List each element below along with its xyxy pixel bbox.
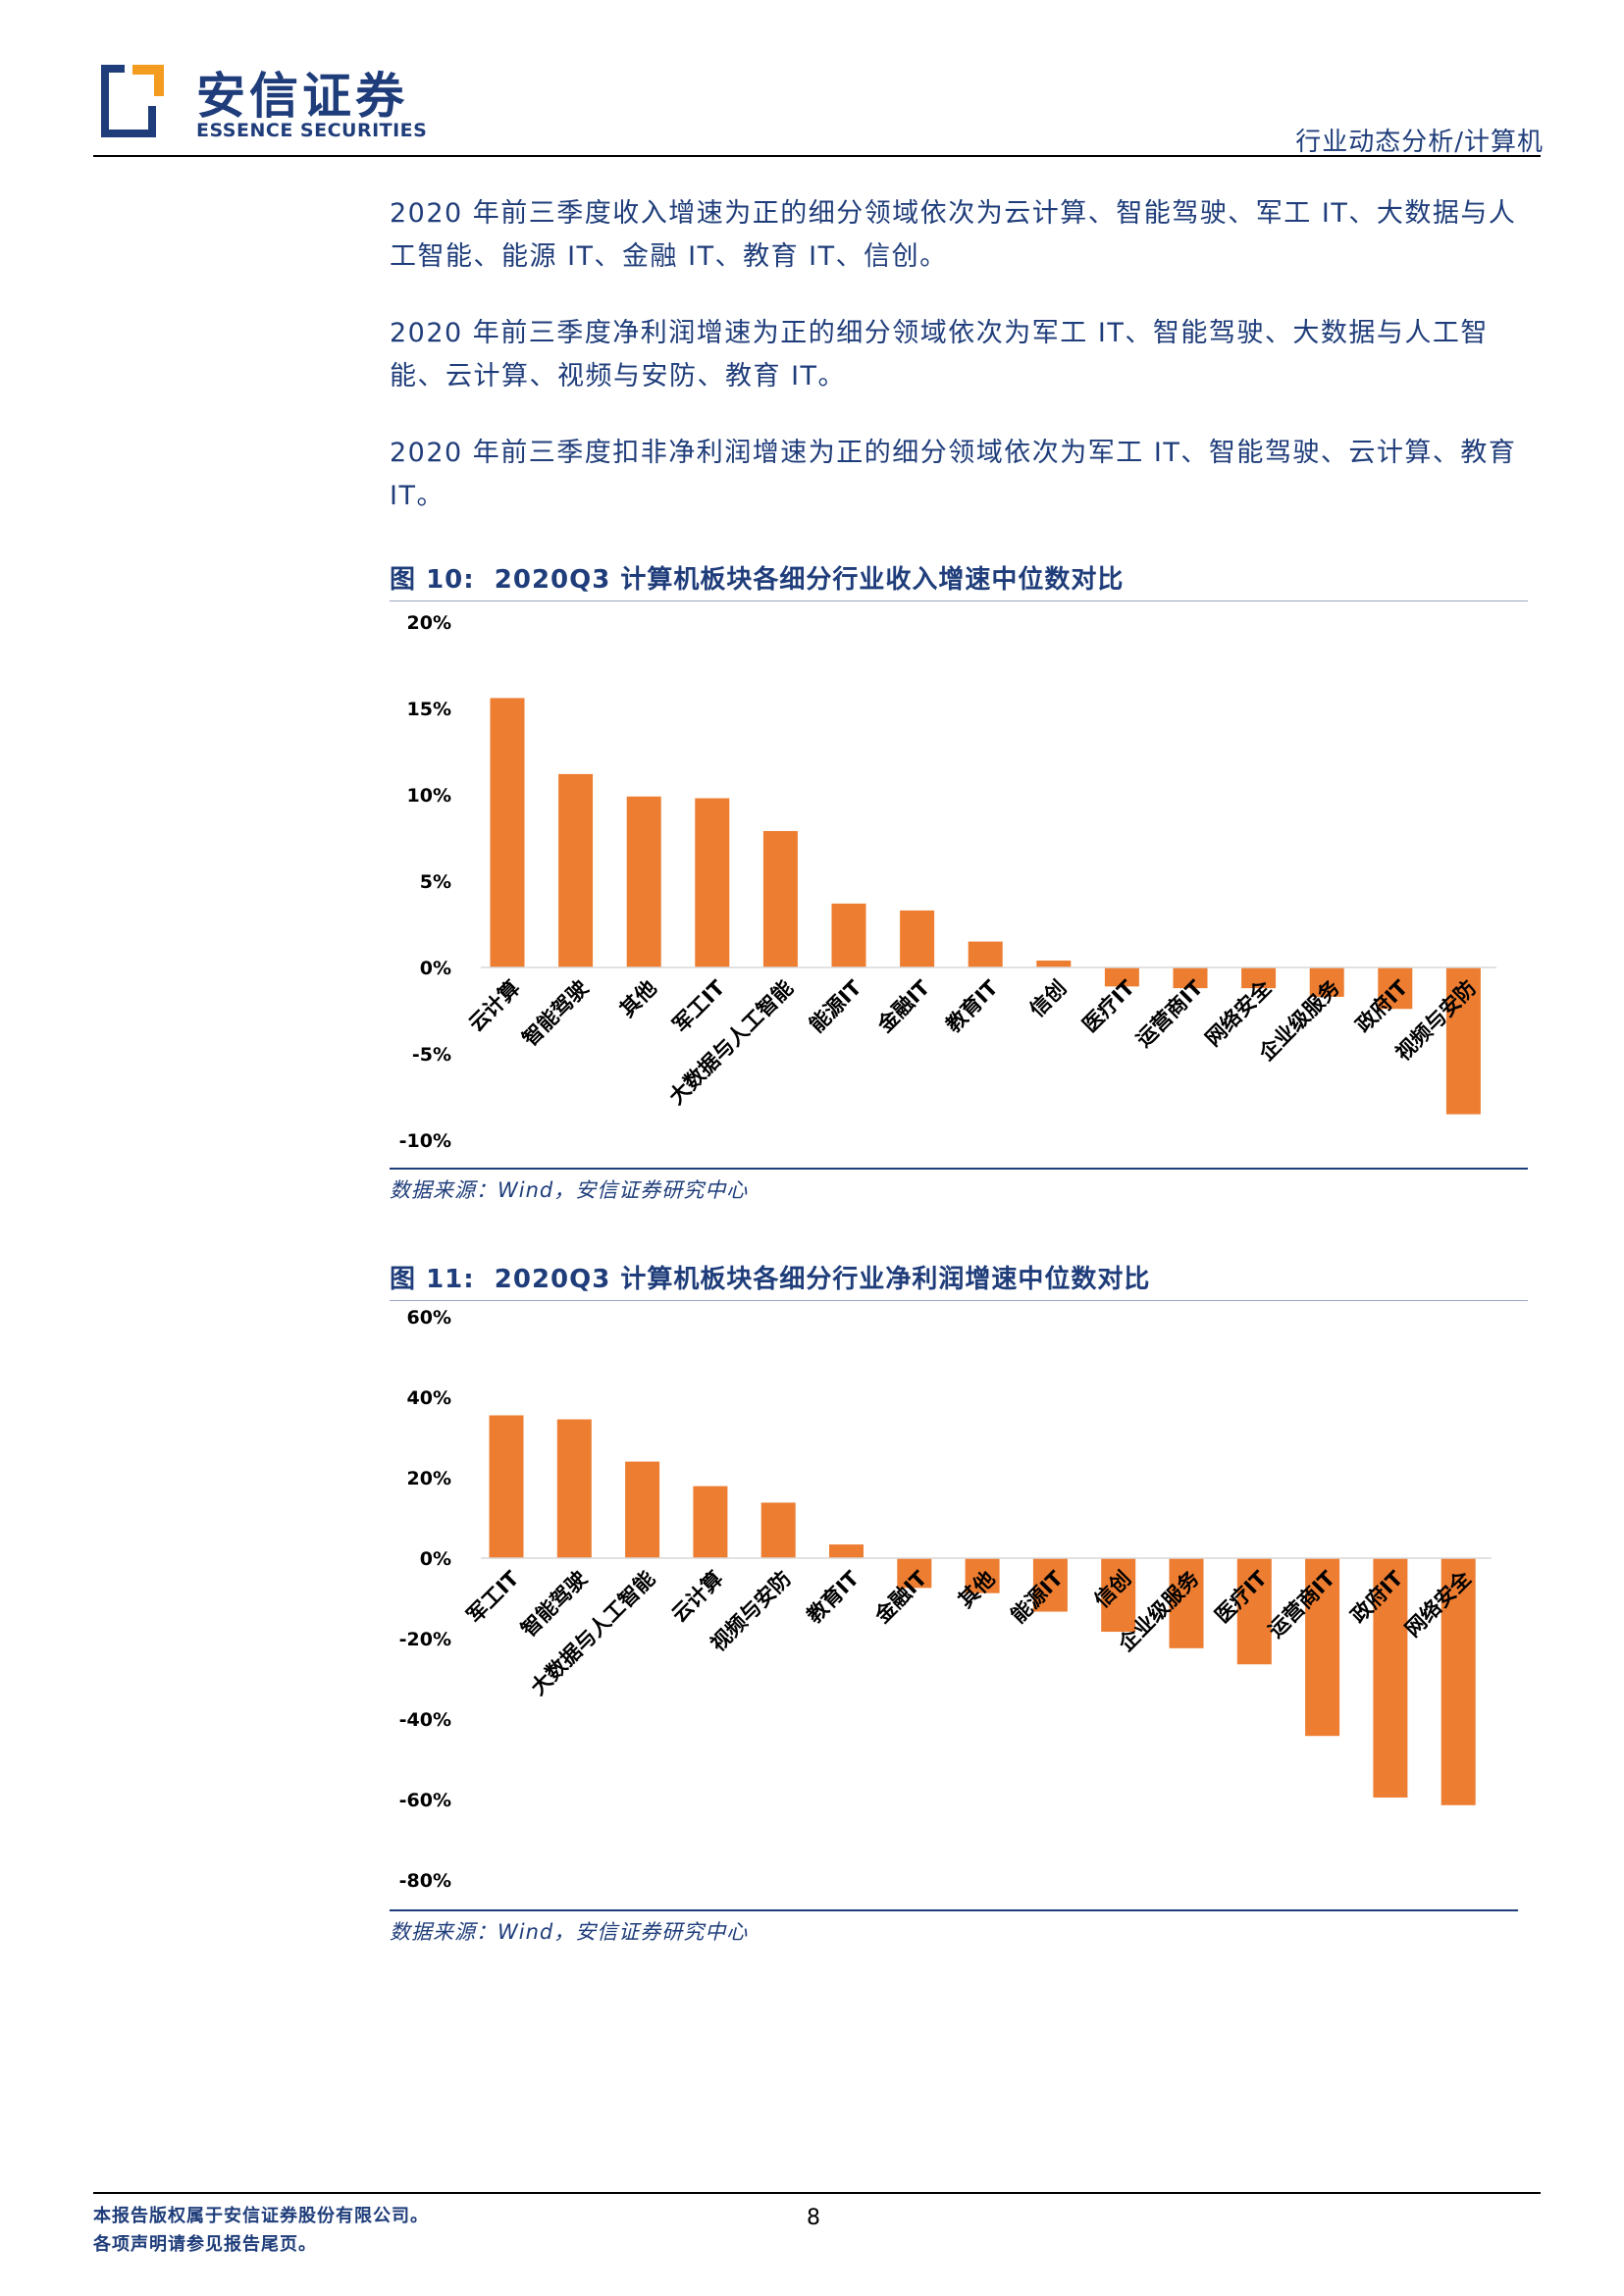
company-logo-icon xyxy=(101,65,164,137)
body-paragraph-deducted-profit: 2020 年前三季度扣非净利润增速为正的细分领域依次为军工 IT、智能驾驶、云计… xyxy=(390,438,1517,511)
chart-0-bar xyxy=(762,830,798,967)
chart-0-bar xyxy=(831,903,866,967)
chart-0-ytick-label: 10% xyxy=(407,785,451,807)
chart-1-category-label: 军工IT xyxy=(462,1566,524,1628)
chart-0-category-label: 金融IT xyxy=(872,975,935,1038)
figure-11-caption: 2020Q3 计算机板块各细分行业净利润增速中位数对比 xyxy=(494,1265,1151,1294)
chart-0-bar xyxy=(1173,967,1208,989)
chart-1-bar xyxy=(1373,1558,1408,1798)
chart-1-ytick-label: 20% xyxy=(407,1468,451,1489)
chart-1-bar xyxy=(625,1461,660,1558)
chart-1-bar xyxy=(489,1415,524,1558)
chart-0-bar xyxy=(900,910,935,967)
chart-net-profit-growth: 60%40%20%0%-20%-40%-60%-80%军工IT智能驾驶大数据与人… xyxy=(399,1307,1492,1892)
footer-copyright: 本报告版权属于安信证券股份有限公司。 xyxy=(93,2206,429,2226)
chart-1-bar xyxy=(1236,1558,1272,1665)
chart-0-bar xyxy=(626,796,661,967)
chart-0-category-label: 能源IT xyxy=(805,975,866,1037)
figure-11-label: 图 xyxy=(390,1265,417,1294)
logo-chinese-name: 安信证券 xyxy=(196,68,408,125)
chart-1-ytick-label: -40% xyxy=(399,1709,451,1731)
chart-0-category-label: 教育IT xyxy=(941,975,1003,1037)
chart-1-bar xyxy=(965,1558,1000,1593)
chart-1-category-label: 大数据与人工智能 xyxy=(526,1567,659,1700)
chart-0-bar xyxy=(695,798,730,967)
chart-1-bar xyxy=(897,1558,932,1589)
chart-1-bar xyxy=(693,1486,728,1558)
chart-1-ytick-label: 40% xyxy=(407,1387,451,1409)
chart-0-category-label: 信创 xyxy=(1025,976,1072,1022)
report-section-label: 行业动态分析/计算机 xyxy=(1295,128,1544,157)
chart-0-category-label: 军工IT xyxy=(668,975,730,1037)
header-divider xyxy=(93,155,1541,157)
footer-divider xyxy=(93,2192,1541,2194)
figure-11-source: 数据来源：Wind，安信证券研究中心 xyxy=(390,1920,749,1944)
figure-10-number: 10 xyxy=(426,565,464,595)
chart-0-bar xyxy=(968,941,1003,967)
figure-10-caption: 2020Q3 计算机板块各细分行业收入增速中位数对比 xyxy=(494,565,1125,595)
chart-0-ytick-label: -10% xyxy=(399,1130,451,1152)
chart-1-bar xyxy=(1169,1558,1204,1648)
chart-0-ytick-label: 15% xyxy=(407,699,451,720)
chart-1-bar xyxy=(1101,1558,1136,1633)
chart-1-ytick-label: -20% xyxy=(399,1629,451,1650)
figure-10-bottom-rule xyxy=(390,1168,1528,1170)
chart-1-ytick-label: 60% xyxy=(407,1307,451,1329)
chart-0-category-label: 其他 xyxy=(615,976,661,1022)
chart-0-bar xyxy=(1241,967,1277,989)
chart-1-bar xyxy=(1305,1558,1340,1737)
figure-11-title: 图 11: 2020Q3 计算机板块各细分行业净利润增速中位数对比 xyxy=(390,1265,1151,1294)
chart-1-bar xyxy=(1441,1558,1476,1805)
chart-1-bar xyxy=(829,1544,864,1558)
chart-0-bar xyxy=(558,773,594,967)
chart-1-ytick-label: -60% xyxy=(399,1790,451,1811)
chart-1-category-label: 云计算 xyxy=(667,1567,728,1628)
chart-0-bar xyxy=(1445,967,1481,1115)
page-number: 8 xyxy=(807,2206,820,2230)
chart-0-bar xyxy=(1104,967,1139,987)
chart-1-bar xyxy=(760,1502,796,1558)
chart-0-bar xyxy=(490,698,525,967)
footer-disclaimer-note: 各项声明请参见报告尾页。 xyxy=(93,2234,317,2255)
chart-1-category-label: 教育IT xyxy=(803,1566,864,1628)
chart-1-bar xyxy=(1032,1558,1068,1612)
chart-0-ytick-label: 0% xyxy=(420,958,451,979)
chart-0-bar xyxy=(1036,960,1072,967)
chart-0-category-label: 运营商IT xyxy=(1131,975,1208,1052)
chart-1-ytick-label: -80% xyxy=(399,1870,451,1892)
figure-10-source: 数据来源：Wind，安信证券研究中心 xyxy=(390,1178,749,1202)
chart-0-category-label: 智能驾驶 xyxy=(518,976,593,1051)
figure-11-bottom-rule xyxy=(390,1909,1518,1911)
chart-0-ytick-label: 5% xyxy=(420,871,451,893)
logo-english-name: ESSENCE SECURITIES xyxy=(196,120,428,141)
chart-1-ytick-label: 0% xyxy=(420,1548,451,1570)
figure-10-label: 图 xyxy=(390,565,417,595)
chart-0-category-label: 云计算 xyxy=(464,976,525,1037)
chart-1-bar xyxy=(556,1419,592,1558)
figure-11-top-rule xyxy=(390,1300,1528,1301)
figure-11-number: 11 xyxy=(426,1265,464,1294)
body-paragraph-net-profit: 2020 年前三季度净利润增速为正的细分领域依次为军工 IT、智能驾驶、大数据与… xyxy=(390,318,1489,391)
chart-0-bar xyxy=(1378,967,1413,1010)
chart-0-ytick-label: 20% xyxy=(407,612,451,634)
figure-10-top-rule xyxy=(390,600,1528,601)
chart-0-category-label: 大数据与人工智能 xyxy=(664,976,798,1110)
body-paragraph-revenue: 2020 年前三季度收入增速为正的细分领域依次为云计算、智能驾驶、军工 IT、大… xyxy=(390,198,1517,272)
chart-0-bar xyxy=(1309,967,1344,997)
figure-10-title: 图 10: 2020Q3 计算机板块各细分行业收入增速中位数对比 xyxy=(390,565,1125,595)
chart-0-ytick-label: -5% xyxy=(412,1044,451,1066)
